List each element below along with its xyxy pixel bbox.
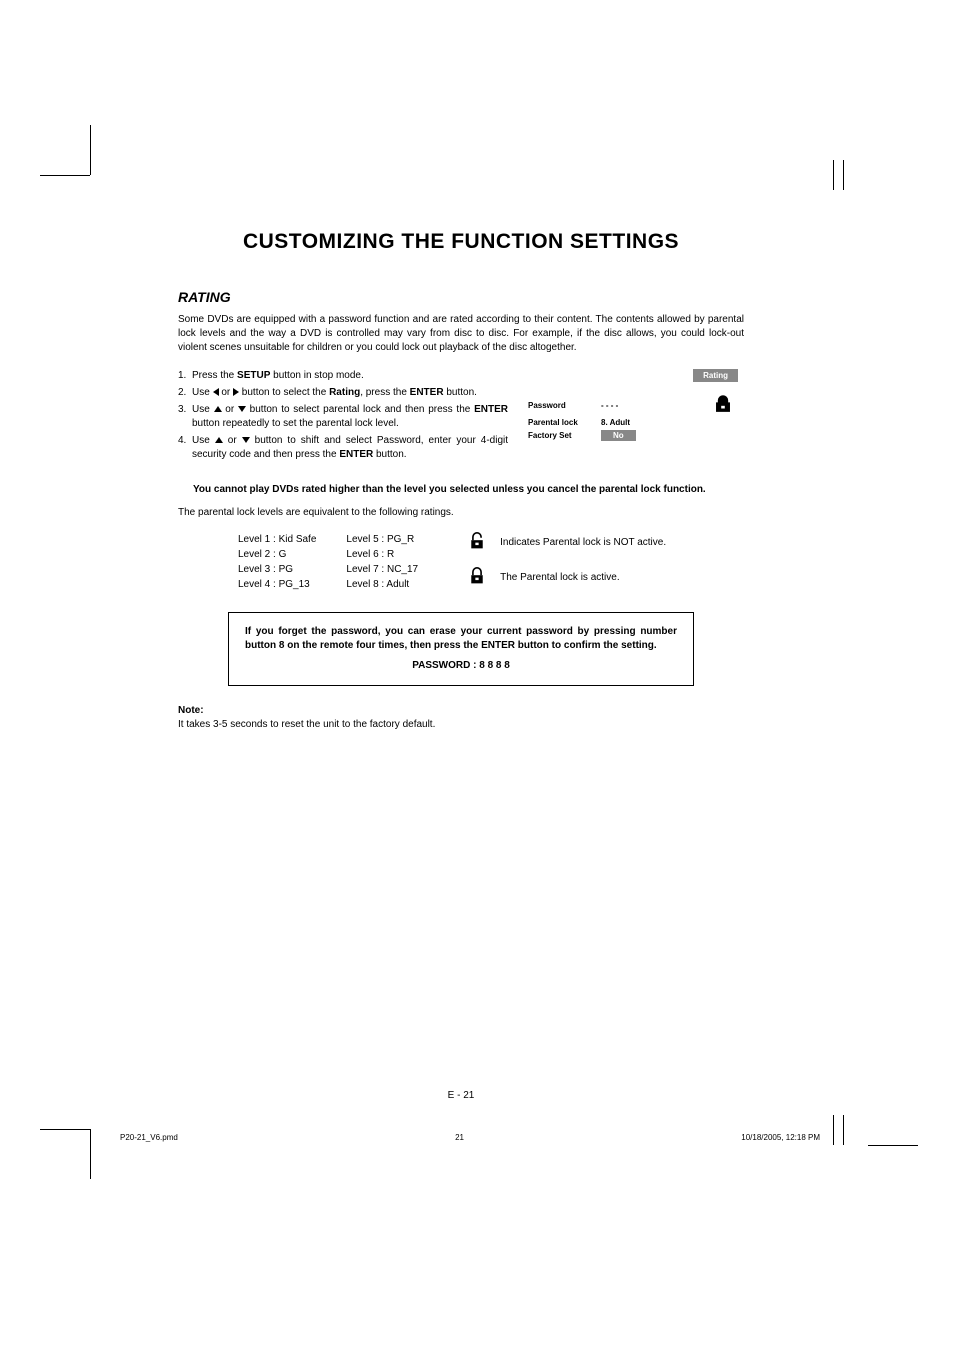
step-1: 1. Press the SETUP button in stop mode. bbox=[178, 369, 508, 383]
section-heading: RATING bbox=[178, 289, 744, 305]
crop-mark bbox=[40, 175, 90, 176]
warning-text: You cannot play DVDs rated higher than t… bbox=[193, 483, 744, 497]
footer-date: 10/18/2005, 12:18 PM bbox=[741, 1133, 820, 1142]
level-item: Level 5 : PG_R bbox=[346, 532, 418, 547]
crop-mark bbox=[833, 1115, 834, 1145]
step-text: Use or button to shift and select Passwo… bbox=[192, 434, 508, 462]
footer: P20-21_V6.pmd 21 10/18/2005, 12:18 PM bbox=[120, 1133, 820, 1142]
equivalence-text: The parental lock levels are equivalent … bbox=[178, 507, 744, 518]
page-content: CUSTOMIZING THE FUNCTION SETTINGS RATING… bbox=[178, 230, 744, 732]
step-text: Press the SETUP button in stop mode. bbox=[192, 369, 508, 383]
osd-label: Factory Set bbox=[528, 431, 601, 440]
page-number: E - 21 bbox=[178, 1090, 744, 1101]
osd-label: Parental lock bbox=[528, 418, 601, 427]
unlocked-legend: Indicates Parental lock is NOT active. bbox=[468, 532, 666, 553]
footer-filename: P20-21_V6.pmd bbox=[120, 1133, 178, 1142]
osd-display: Rating Password - - - - Parental lock 8.… bbox=[528, 369, 738, 465]
legend-text: Indicates Parental lock is NOT active. bbox=[500, 537, 666, 548]
level-item: Level 8 : Adult bbox=[346, 577, 418, 592]
note-text: It takes 3-5 seconds to reset the unit t… bbox=[178, 718, 744, 732]
levels-column-2: Level 5 : PG_R Level 6 : R Level 7 : NC_… bbox=[346, 532, 418, 592]
level-item: Level 2 : G bbox=[238, 547, 316, 562]
level-item: Level 6 : R bbox=[346, 547, 418, 562]
step-number: 4. bbox=[178, 434, 192, 462]
down-arrow-icon bbox=[238, 406, 246, 412]
crop-mark bbox=[40, 1129, 90, 1130]
up-arrow-icon bbox=[214, 406, 222, 412]
step-number: 3. bbox=[178, 403, 192, 431]
level-item: Level 1 : Kid Safe bbox=[238, 532, 316, 547]
step-number: 1. bbox=[178, 369, 192, 383]
steps-and-osd: 1. Press the SETUP button in stop mode. … bbox=[178, 369, 744, 465]
level-item: Level 4 : PG_13 bbox=[238, 577, 316, 592]
osd-value: 8. Adult bbox=[601, 418, 630, 427]
legend-text: The Parental lock is active. bbox=[500, 572, 620, 583]
note-section: Note: It takes 3-5 seconds to reset the … bbox=[178, 704, 744, 732]
osd-label: Password bbox=[528, 401, 601, 410]
lock-icon bbox=[714, 395, 732, 415]
osd-content: Password - - - - Parental lock 8. Adult … bbox=[528, 395, 738, 441]
unlocked-icon bbox=[468, 532, 486, 553]
osd-value-highlighted: No bbox=[601, 430, 636, 441]
note-label: Note: bbox=[178, 704, 744, 718]
step-text: Use or button to select the Rating, pres… bbox=[192, 386, 508, 400]
down-arrow-icon bbox=[242, 437, 250, 443]
step-number: 2. bbox=[178, 386, 192, 400]
step-3: 3. Use or button to select parental lock… bbox=[178, 403, 508, 431]
osd-tab-label: Rating bbox=[693, 369, 738, 382]
lock-legend: Indicates Parental lock is NOT active. T… bbox=[468, 532, 666, 592]
password-reset-box: If you forget the password, you can eras… bbox=[228, 612, 694, 686]
crop-mark bbox=[843, 160, 844, 190]
rating-levels: Level 1 : Kid Safe Level 2 : G Level 3 :… bbox=[238, 532, 744, 592]
intro-paragraph: Some DVDs are equipped with a password f… bbox=[178, 313, 744, 355]
password-reset-text: If you forget the password, you can eras… bbox=[245, 625, 677, 653]
step-4: 4. Use or button to shift and select Pas… bbox=[178, 434, 508, 462]
step-text: Use or button to select parental lock an… bbox=[192, 403, 508, 431]
level-item: Level 3 : PG bbox=[238, 562, 316, 577]
steps-list: 1. Press the SETUP button in stop mode. … bbox=[178, 369, 508, 465]
osd-factory-row: Factory Set No bbox=[528, 430, 738, 441]
crop-mark bbox=[843, 1115, 844, 1145]
locked-icon bbox=[468, 567, 486, 588]
osd-password-row: Password - - - - bbox=[528, 395, 738, 415]
crop-mark bbox=[833, 160, 834, 190]
footer-page: 21 bbox=[455, 1133, 464, 1142]
up-arrow-icon bbox=[215, 437, 223, 443]
crop-mark bbox=[90, 125, 91, 175]
osd-parental-row: Parental lock 8. Adult bbox=[528, 418, 738, 427]
locked-legend: The Parental lock is active. bbox=[468, 567, 666, 588]
osd-value: - - - - bbox=[601, 401, 618, 410]
page-title: CUSTOMIZING THE FUNCTION SETTINGS bbox=[178, 230, 744, 254]
crop-mark bbox=[90, 1129, 91, 1179]
password-code: PASSWORD : 8 8 8 8 bbox=[245, 659, 677, 673]
step-2: 2. Use or button to select the Rating, p… bbox=[178, 386, 508, 400]
crop-mark bbox=[868, 1145, 918, 1146]
level-item: Level 7 : NC_17 bbox=[346, 562, 418, 577]
levels-column-1: Level 1 : Kid Safe Level 2 : G Level 3 :… bbox=[238, 532, 316, 592]
